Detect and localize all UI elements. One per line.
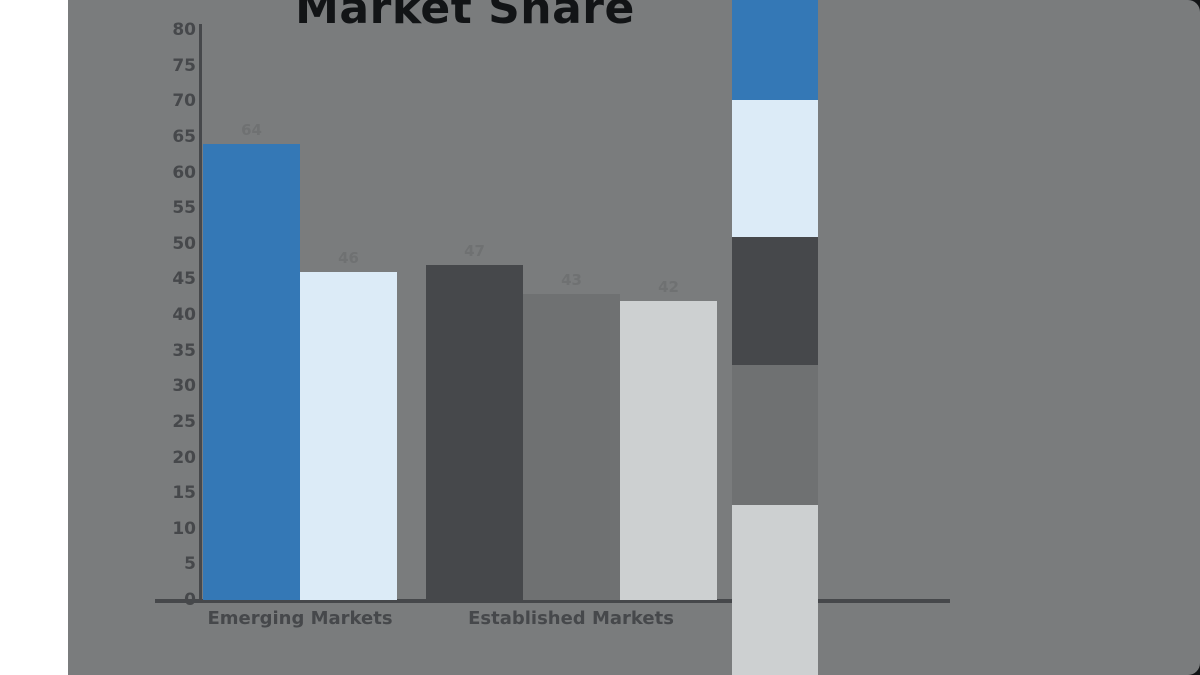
y-tick-label-35: 35 bbox=[172, 340, 196, 361]
y-tick-label-25: 25 bbox=[172, 411, 196, 432]
y-tick-label-45: 45 bbox=[172, 269, 196, 290]
chart-title: Market Share bbox=[295, 0, 635, 34]
y-tick-label-15: 15 bbox=[172, 483, 196, 504]
bar-light-blue bbox=[300, 272, 397, 600]
y-axis-line bbox=[199, 24, 202, 603]
value-label-medium-gray: 43 bbox=[561, 270, 582, 289]
y-tick-label-10: 10 bbox=[172, 518, 196, 539]
y-tick-label-20: 20 bbox=[172, 447, 196, 468]
y-tick-label-30: 30 bbox=[172, 376, 196, 397]
value-label-light-blue: 46 bbox=[338, 249, 359, 268]
y-tick-label-60: 60 bbox=[172, 162, 196, 183]
left-panel-strip bbox=[0, 0, 68, 675]
y-tick-label-5: 5 bbox=[184, 554, 196, 575]
y-tick-label-55: 55 bbox=[172, 198, 196, 219]
stacked-segment-blue bbox=[732, 0, 818, 100]
x-axis-line bbox=[155, 599, 950, 603]
bar-light-gray bbox=[620, 300, 717, 600]
bar-blue bbox=[203, 144, 300, 600]
y-tick-label-40: 40 bbox=[172, 305, 196, 325]
y-tick-label-50: 50 bbox=[172, 233, 196, 254]
value-label-dark-gray: 47 bbox=[464, 242, 485, 261]
bar-dark-gray bbox=[426, 265, 523, 600]
bar-medium-gray bbox=[523, 293, 620, 600]
stacked-segment-dark-gray bbox=[732, 237, 818, 365]
y-tick-label-80: 80 bbox=[172, 20, 196, 40]
value-label-light-gray: 42 bbox=[658, 277, 679, 296]
y-tick-label-75: 75 bbox=[172, 55, 196, 76]
y-tick-label-0: 0 bbox=[184, 590, 196, 610]
category-label-1: Emerging Markets bbox=[207, 608, 393, 629]
value-label-blue: 64 bbox=[241, 121, 262, 139]
y-tick-label-70: 70 bbox=[172, 91, 196, 112]
stacked-segment-medium-gray bbox=[732, 365, 818, 505]
stacked-segment-light-gray bbox=[732, 505, 818, 675]
stacked-segment-light-blue bbox=[732, 100, 818, 237]
category-label-2: Established Markets bbox=[468, 608, 674, 629]
y-tick-label-65: 65 bbox=[172, 126, 196, 147]
